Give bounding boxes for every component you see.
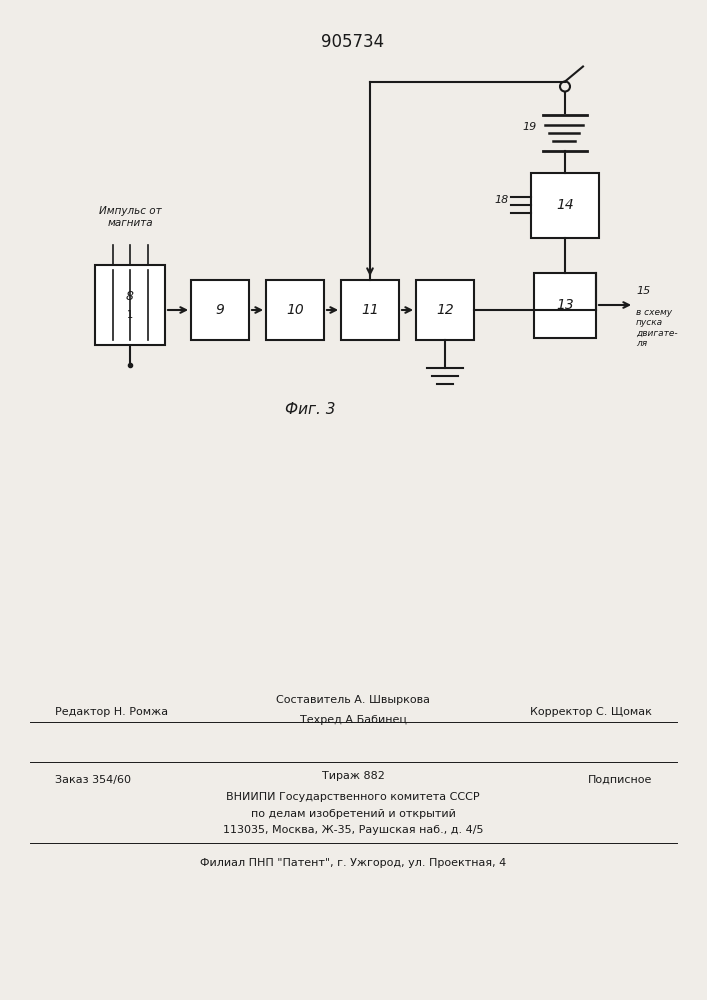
Text: 11: 11 <box>361 303 379 317</box>
Text: 19: 19 <box>522 122 537 132</box>
Bar <box>534 272 596 338</box>
Text: 1: 1 <box>127 310 133 320</box>
Text: ВНИИПИ Государственного комитета СССР: ВНИИПИ Государственного комитета СССР <box>226 792 480 802</box>
Text: Составитель А. Швыркова: Составитель А. Швыркова <box>276 695 430 705</box>
Text: 14: 14 <box>556 198 574 212</box>
Text: 113035, Москва, Ж-35, Раушская наб., д. 4/5: 113035, Москва, Ж-35, Раушская наб., д. … <box>223 825 484 835</box>
Text: Редактор Н. Ромжа: Редактор Н. Ромжа <box>55 707 168 717</box>
Text: 12: 12 <box>436 303 454 317</box>
Text: Импульс от
магнита: Импульс от магнита <box>99 206 161 228</box>
Text: Тираж 882: Тираж 882 <box>322 771 385 781</box>
Bar <box>95 265 165 345</box>
Text: Филиал ПНП "Патент", г. Ужгород, ул. Проектная, 4: Филиал ПНП "Патент", г. Ужгород, ул. Про… <box>200 858 506 868</box>
Text: в схему
пуска
двигате-
ля: в схему пуска двигате- ля <box>636 308 677 348</box>
Text: Техред А.Бабинец: Техред А.Бабинец <box>300 715 407 725</box>
Bar <box>191 280 249 340</box>
Text: по делам изобретений и открытий: по делам изобретений и открытий <box>250 809 455 819</box>
Text: Подписное: Подписное <box>588 775 652 785</box>
Text: Фиг. 3: Фиг. 3 <box>285 402 335 418</box>
Text: 15: 15 <box>636 286 650 296</box>
Text: 8: 8 <box>126 290 134 304</box>
Text: 18: 18 <box>495 195 509 205</box>
Text: Заказ 354/60: Заказ 354/60 <box>55 775 131 785</box>
Text: Корректор С. Щомак: Корректор С. Щомак <box>530 707 652 717</box>
Bar <box>416 280 474 340</box>
Text: 10: 10 <box>286 303 304 317</box>
Text: 9: 9 <box>216 303 224 317</box>
Bar <box>266 280 324 340</box>
Text: 905734: 905734 <box>322 33 385 51</box>
Bar <box>531 172 599 237</box>
Text: 13: 13 <box>556 298 574 312</box>
Bar <box>341 280 399 340</box>
